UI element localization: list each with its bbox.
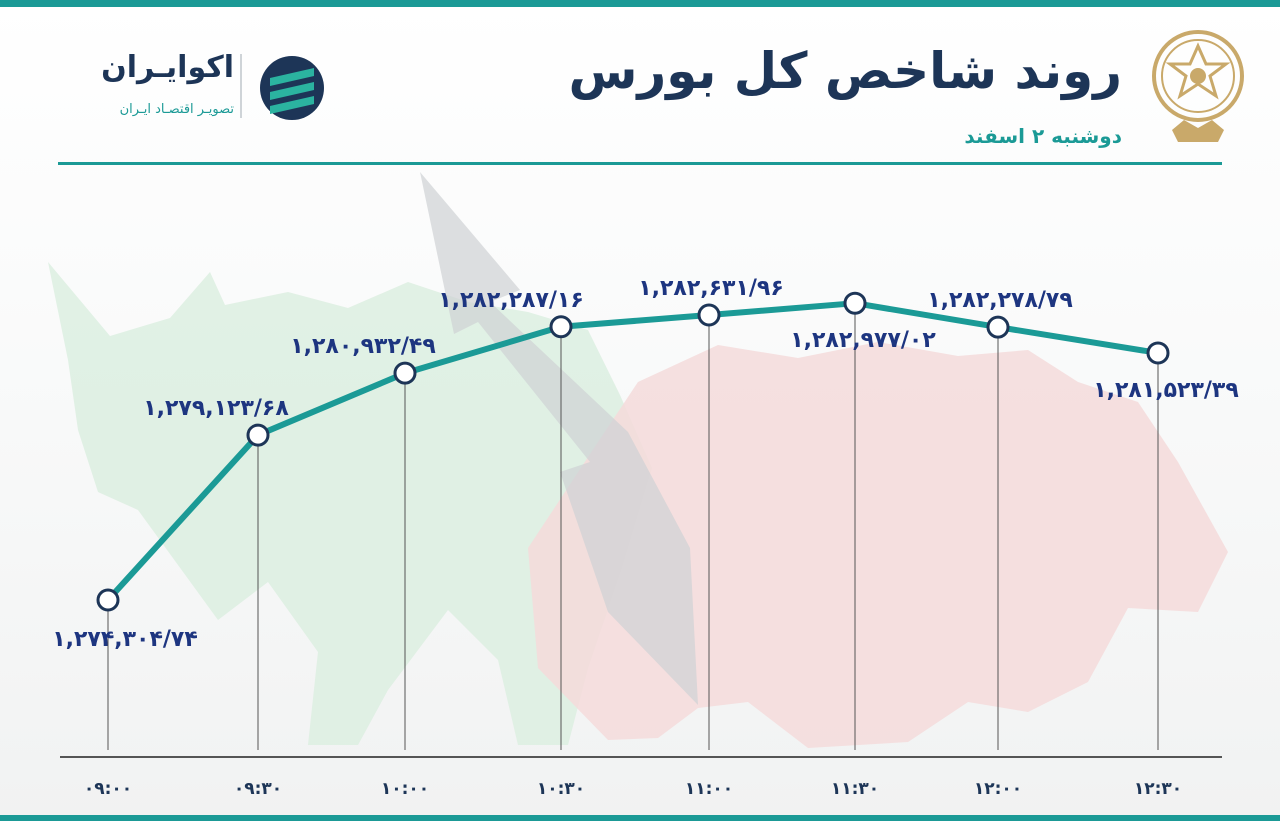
- data-label: ۱,۲۸۲,۶۳۱/۹۶: [638, 276, 784, 301]
- x-tick-label: ۱۲:۳۰: [1134, 779, 1182, 799]
- series-line: [105, 300, 1161, 603]
- tehran-stock-exchange-seal-icon: [1152, 30, 1244, 142]
- x-tick-label: ۱۱:۳۰: [831, 779, 879, 799]
- data-label: ۱,۲۷۴,۳۰۴/۷۴: [52, 627, 198, 652]
- x-tick-label: ۱۲:۰۰: [974, 779, 1022, 799]
- bottom-accent-bar: [0, 815, 1280, 821]
- page-subtitle: دوشنبه ۲ اسفند: [964, 124, 1122, 148]
- data-point: [1146, 341, 1170, 365]
- brand-divider: [240, 54, 242, 118]
- top-accent-bar: [0, 0, 1280, 7]
- data-point: [246, 423, 270, 447]
- data-label: ۱,۲۸۲,۲۷۸/۷۹: [927, 288, 1073, 313]
- bear-silhouette-icon: [528, 342, 1228, 748]
- data-label: ۱,۲۷۹,۱۲۳/۶۸: [143, 396, 289, 421]
- data-label: ۱,۲۸۲,۲۸۷/۱۶: [438, 288, 584, 313]
- data-point: [549, 315, 573, 339]
- brand-tagline: تصویـر اقتصـاد ایـران: [119, 102, 234, 117]
- data-point: [843, 291, 867, 315]
- data-label: ۱,۲۸۰,۹۳۲/۴۹: [290, 334, 436, 359]
- data-label: ۱,۲۸۱,۵۲۳/۳۹: [1093, 378, 1239, 403]
- x-tick-label: ۰۹:۰۰: [84, 779, 132, 799]
- data-point: [986, 315, 1010, 339]
- bull-silhouette-icon: [48, 262, 652, 745]
- data-point: [697, 303, 721, 327]
- x-tick-label: ۱۱:۰۰: [685, 779, 733, 799]
- data-point: [393, 361, 417, 385]
- arrow-silhouette-icon: [420, 172, 698, 705]
- x-tick-label: ۰۹:۳۰: [234, 779, 282, 799]
- x-tick-label: ۱۰:۳۰: [537, 779, 585, 799]
- brand-name: اکوایـران: [101, 50, 234, 85]
- brand-logo: اکوایـران تصویـر اقتصـاد ایـران: [60, 46, 340, 136]
- header-divider: [58, 162, 1222, 165]
- x-tick-label: ۱۰:۰۰: [381, 779, 429, 799]
- data-label: ۱,۲۸۲,۹۷۷/۰۲: [790, 328, 936, 353]
- data-point: [96, 588, 120, 612]
- page-title: روند شاخص کل بورس: [568, 42, 1122, 100]
- ecoiran-logo-icon: [260, 56, 324, 120]
